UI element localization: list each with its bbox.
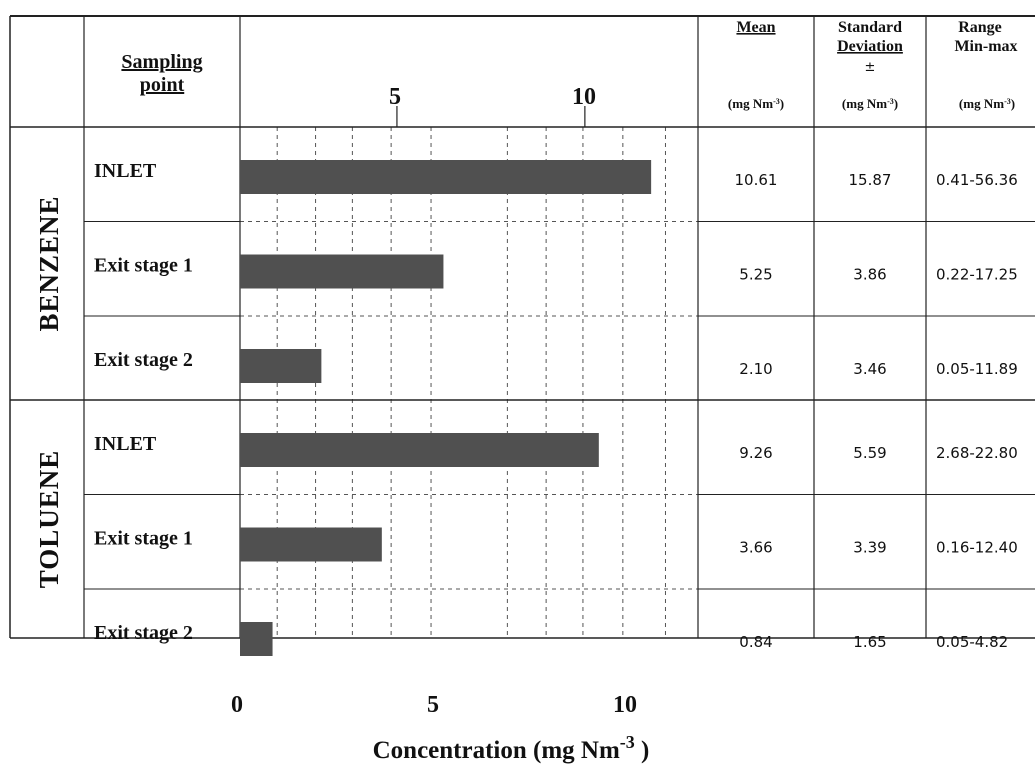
range-unit: (mg Nm-3): [959, 96, 1015, 111]
bar-toluene-inlet: [240, 433, 599, 467]
x-tick-label: 10: [613, 692, 637, 718]
range-value: 0.22-17.25: [936, 266, 1018, 284]
bar-benzene-exit-stage-2: [240, 349, 322, 383]
row-label: INLET: [94, 160, 157, 182]
mean-value: 2.10: [739, 360, 772, 378]
bar-toluene-exit-stage-2: [240, 622, 273, 656]
bar-benzene-exit-stage-1: [240, 254, 444, 289]
row-label: Exit stage 1: [94, 255, 193, 277]
sd-unit: (mg Nm-3): [842, 96, 898, 111]
mean-value: 3.66: [739, 539, 772, 557]
row-label: Exit stage 1: [94, 528, 193, 550]
x-axis-label: Concentration (mg Nm-3 ): [373, 732, 650, 764]
top-tick-label: 10: [572, 84, 596, 110]
row-label: INLET: [94, 433, 157, 455]
range-value: 0.16-12.40: [936, 539, 1018, 557]
row-label: Exit stage 2: [94, 622, 193, 644]
mean-value: 0.84: [739, 633, 772, 651]
mean-value: 5.25: [739, 266, 772, 284]
mean-header: Mean: [736, 19, 775, 36]
sd-header: Standard: [838, 19, 902, 36]
sampling-point-header: point: [140, 74, 185, 96]
x-tick-label: 5: [427, 692, 439, 718]
group-label: BENZENE: [34, 195, 64, 331]
bar-benzene-inlet: [240, 160, 652, 194]
sd-value: 1.65: [853, 633, 886, 651]
sampling-point-header: Sampling: [121, 51, 202, 73]
top-tick-label: 5: [389, 84, 401, 110]
sd-header: Deviation: [837, 38, 903, 55]
range-value: 2.68-22.80: [936, 444, 1018, 462]
bar-toluene-exit-stage-1: [240, 527, 382, 562]
mean-unit: (mg Nm-3): [728, 96, 784, 111]
mean-value: 9.26: [739, 444, 772, 462]
sd-value: 3.39: [853, 539, 886, 557]
range-value: 0.05-4.82: [936, 633, 1008, 651]
x-tick-label: 0: [231, 692, 243, 718]
sd-value: 5.59: [853, 444, 886, 462]
range-value: 0.41-56.36: [936, 171, 1018, 189]
range-header: Range: [958, 19, 1002, 36]
sd-value: 15.87: [849, 171, 892, 189]
sd-symbol: ±: [865, 60, 876, 75]
row-label: Exit stage 2: [94, 349, 193, 371]
group-label: TOLUENE: [34, 450, 64, 589]
sd-value: 3.86: [853, 266, 886, 284]
sd-value: 3.46: [853, 360, 886, 378]
range-header: Min-max: [954, 38, 1017, 55]
range-value: 0.05-11.89: [936, 360, 1018, 378]
mean-value: 10.61: [735, 171, 778, 189]
